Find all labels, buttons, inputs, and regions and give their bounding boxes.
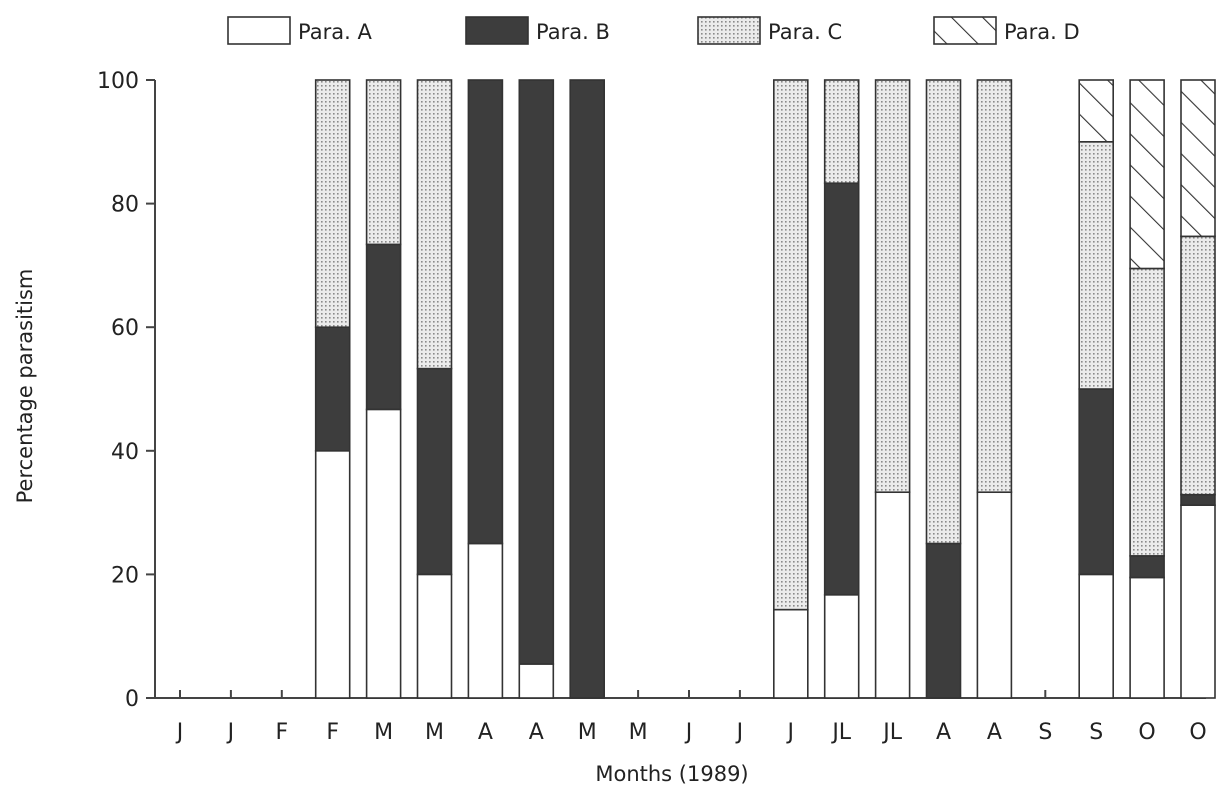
- bar-segment-hatched: [1129, 79, 1165, 270]
- x-tick-label: J: [226, 720, 235, 745]
- bar-segment-dotted: [823, 79, 860, 185]
- bar-segment-solid: [467, 79, 504, 545]
- x-tick-label: O: [1189, 720, 1206, 745]
- bar-stack: [518, 79, 555, 699]
- y-tick-label: 0: [125, 687, 139, 712]
- bar-stack: [976, 79, 1013, 699]
- bar-stack: [467, 79, 504, 699]
- x-tick-label: A: [936, 720, 951, 745]
- x-tick-label: JL: [830, 720, 851, 745]
- y-tick-label: 100: [97, 69, 139, 94]
- bar-segment-dotted: [365, 79, 402, 246]
- bar-segment-dotted: [976, 79, 1013, 494]
- bar-segment-blank: [467, 542, 504, 699]
- x-tick-label: M: [374, 720, 393, 745]
- legend-swatch-solid: [465, 16, 529, 45]
- x-tick-label: J: [786, 720, 795, 745]
- legend-swatch-blank: [227, 16, 291, 45]
- bar-stack: [1078, 79, 1114, 699]
- bar-segment-dotted: [1180, 235, 1216, 496]
- bar-segment-blank: [518, 663, 555, 699]
- x-axis: [155, 690, 1206, 699]
- y-tick-labels: 0 20 40 60 80 100: [97, 69, 139, 712]
- bar-segment-blank: [976, 491, 1013, 699]
- x-tick-label: M: [629, 720, 648, 745]
- bar-segment-hatched: [1180, 79, 1216, 238]
- bar-segment-blank: [874, 491, 911, 699]
- bar-stack: [416, 79, 453, 699]
- x-tick-label: A: [478, 720, 493, 745]
- legend-swatch-hatched: [933, 16, 997, 45]
- bar-segment-dotted: [925, 79, 962, 545]
- bar-segment-dotted: [772, 79, 809, 611]
- bar-segment-solid: [569, 79, 606, 699]
- bar-segment-blank: [1078, 573, 1114, 699]
- bar-segment-solid: [416, 367, 453, 576]
- bar-segment-dotted: [416, 79, 453, 370]
- bar-segment-solid: [314, 326, 351, 452]
- bar-segment-dotted: [314, 79, 351, 328]
- x-tick-label: M: [578, 720, 597, 745]
- bar-segment-solid: [1078, 388, 1114, 576]
- bar-stack: [925, 79, 962, 699]
- x-tick-label: F: [275, 720, 288, 745]
- x-tick-label: J: [175, 720, 184, 745]
- x-tick-label: J: [735, 720, 744, 745]
- x-tick-label: J: [684, 720, 693, 745]
- bar-stack: [569, 79, 606, 699]
- legend-label: Para. C: [768, 20, 842, 44]
- bar-stack: [365, 79, 402, 699]
- bar-segment-solid: [1180, 493, 1216, 506]
- x-tick-label: M: [425, 720, 444, 745]
- bars: [314, 79, 1216, 699]
- bar-segment-blank: [1180, 504, 1216, 699]
- legend-label: Para. B: [536, 20, 610, 44]
- y-tick-label: 20: [111, 563, 139, 588]
- bar-segment-blank: [365, 408, 402, 699]
- bar-segment-blank: [416, 573, 453, 699]
- x-tick-label: A: [987, 720, 1002, 745]
- x-tick-label: JL: [881, 720, 902, 745]
- bar-stack: [1180, 79, 1216, 699]
- bar-segment-blank: [772, 608, 809, 699]
- y-tick-label: 40: [111, 440, 139, 465]
- bar-segment-hatched: [1078, 79, 1114, 143]
- bar-segment-blank: [823, 593, 860, 699]
- x-axis-title: Months (1989): [595, 762, 748, 786]
- y-axis-title: Percentage parasitism: [13, 269, 37, 504]
- y-tick-label: 80: [111, 193, 139, 218]
- x-tick-label: O: [1138, 720, 1155, 745]
- x-tick-label: S: [1038, 720, 1052, 745]
- bar-stack: [874, 79, 911, 699]
- bar-segment-solid: [925, 542, 962, 699]
- legend-swatch-dotted: [697, 16, 761, 45]
- bar-segment-solid: [823, 182, 860, 596]
- bar-segment-solid: [365, 243, 402, 411]
- bar-segment-dotted: [1078, 141, 1114, 390]
- bar-segment-blank: [314, 449, 351, 699]
- legend: Para. A Para. B Para. C Para. D: [227, 16, 1080, 45]
- x-tick-label: S: [1089, 720, 1103, 745]
- bar-stack: [772, 79, 809, 699]
- x-tick-labels: J J F F M M A A M M J J J JL JL A A S S O O: [175, 720, 1207, 745]
- bar-segment-solid: [1129, 555, 1165, 579]
- bar-segment-dotted: [1129, 267, 1165, 557]
- legend-label: Para. D: [1004, 20, 1080, 44]
- y-axis: [146, 79, 156, 699]
- x-tick-label: A: [529, 720, 544, 745]
- bar-stack: [314, 79, 351, 699]
- bar-stack: [823, 79, 860, 699]
- x-tick-label: F: [326, 720, 339, 745]
- bar-segment-blank: [1129, 576, 1165, 699]
- legend-label: Para. A: [298, 20, 372, 44]
- bar-stack: [1129, 79, 1165, 699]
- bar-segment-dotted: [874, 79, 911, 494]
- y-tick-label: 60: [111, 316, 139, 341]
- bar-segment-solid: [518, 79, 555, 665]
